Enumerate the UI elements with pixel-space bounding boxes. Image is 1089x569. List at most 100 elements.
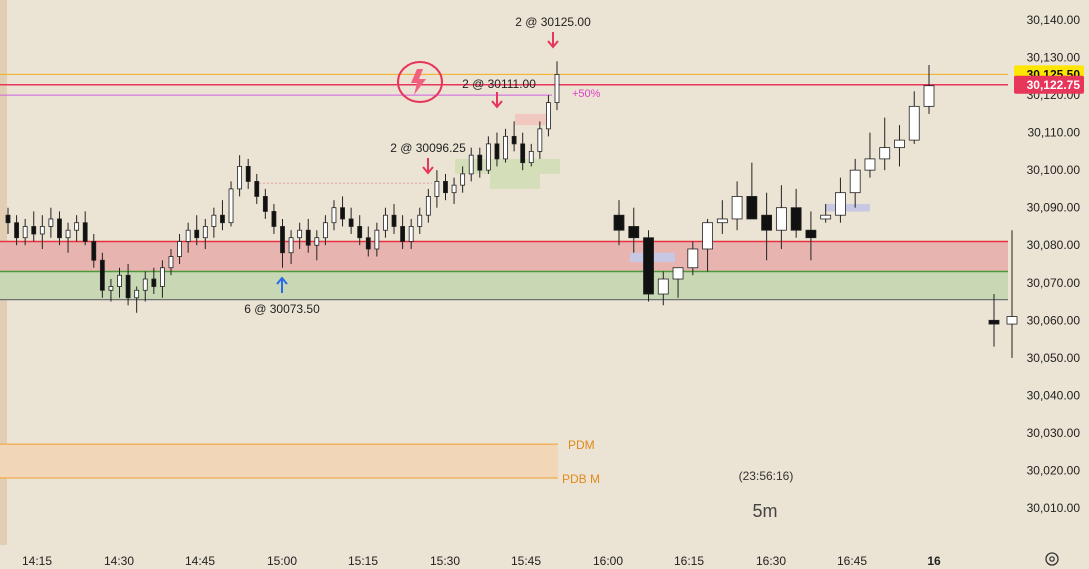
price-tick-label: 30,030.00 — [1027, 426, 1081, 440]
time-tick-label: 15:45 — [511, 554, 541, 568]
candle — [254, 173, 260, 204]
candle-body — [820, 214, 832, 220]
candle-body — [988, 319, 1000, 325]
time-tick-label: 16 — [927, 554, 941, 568]
candle — [554, 61, 560, 111]
candle-body — [314, 237, 320, 246]
candle-body — [511, 135, 517, 145]
candle-body — [142, 278, 148, 291]
candle-body — [168, 256, 174, 269]
candle-body — [117, 274, 122, 287]
candle — [468, 147, 474, 182]
candle — [185, 222, 191, 253]
candle — [39, 215, 45, 249]
candle-body — [262, 196, 268, 212]
price-tick-label: 30,080.00 — [1027, 238, 1081, 252]
candle — [546, 95, 551, 137]
candle — [228, 181, 234, 227]
candle — [91, 233, 97, 268]
candle-body — [125, 274, 131, 299]
candle — [746, 162, 758, 220]
candle-body — [160, 267, 165, 287]
price-tick-label: 30,140.00 — [1027, 13, 1081, 27]
price-tick-label: 30,010.00 — [1027, 501, 1081, 515]
time-tick-label: 16:00 — [593, 554, 623, 568]
candle — [357, 215, 363, 246]
time-tick-label: 16:45 — [837, 554, 867, 568]
candle — [142, 271, 148, 302]
green-zone — [0, 271, 1008, 300]
candle-body — [177, 241, 182, 257]
pdm-label: PDM — [568, 438, 595, 452]
lightning-icon[interactable] — [397, 61, 443, 103]
candle-body — [864, 158, 876, 171]
time-tick-label: 14:15 — [22, 554, 52, 568]
time-tick-label: 15:30 — [430, 554, 460, 568]
candle — [849, 158, 861, 208]
small-green-zone-2 — [490, 173, 540, 189]
candle-body — [228, 188, 234, 224]
candle-body — [731, 196, 743, 220]
candle-body — [628, 226, 640, 239]
candle — [31, 211, 37, 242]
time-tick-label: 15:15 — [348, 554, 378, 568]
price-tick-label: 30,110.00 — [1028, 126, 1081, 140]
candle — [790, 188, 802, 238]
candle-body — [643, 237, 654, 295]
time-axis[interactable]: 14:15 14:30 14:45 15:00 15:15 15:30 15:45 16:00… — [22, 554, 941, 568]
trade-annotation-label: 2 @ 30096.25 — [390, 141, 466, 155]
candle-body — [520, 143, 526, 164]
candle-body — [443, 181, 448, 194]
candle-body — [91, 241, 97, 261]
price-tick-label: 30,070.00 — [1027, 276, 1081, 290]
candle-body — [554, 74, 560, 103]
candle — [528, 143, 534, 167]
trade-annotation-label: 6 @ 30073.50 — [244, 302, 320, 316]
candle-body — [220, 214, 225, 224]
candle-body — [22, 226, 28, 239]
candle — [74, 215, 80, 242]
price-tick-label: 30,130.00 — [1027, 51, 1081, 65]
candle-body — [716, 218, 728, 224]
candle — [160, 260, 165, 298]
time-tick-label: 16:30 — [756, 554, 786, 568]
candle — [262, 188, 268, 219]
candle — [125, 264, 131, 306]
candle-body — [805, 229, 817, 239]
candle-body — [835, 192, 846, 216]
candle-body — [494, 143, 500, 160]
percent-label: +50% — [572, 88, 601, 100]
price-tick-label: 30,100.00 — [1027, 163, 1081, 177]
price-tick-label: 30,060.00 — [1027, 313, 1081, 327]
candle-body — [271, 211, 277, 227]
candle-body — [687, 248, 699, 269]
candle-body — [528, 150, 534, 164]
candle — [400, 215, 405, 249]
candle — [657, 271, 669, 306]
time-tick-label: 16:15 — [674, 554, 704, 568]
candle — [460, 166, 466, 193]
candle — [374, 222, 380, 257]
small-red-zone — [515, 113, 550, 126]
candle-body — [537, 128, 543, 152]
candle — [761, 192, 773, 261]
trade-annotation-label: 2 @ 30111.00 — [462, 77, 536, 91]
candle — [202, 218, 208, 249]
candle-body — [288, 237, 294, 254]
price-badge: 30,122.75 — [1014, 75, 1084, 94]
candle-body — [151, 278, 157, 287]
candle-body — [451, 184, 457, 194]
candle-body — [194, 229, 200, 239]
candle — [383, 207, 388, 238]
candle — [211, 207, 217, 238]
candle — [134, 286, 140, 313]
candle — [908, 91, 920, 144]
settings-gear-icon[interactable] — [1045, 552, 1059, 566]
candle-body — [365, 237, 371, 250]
candle — [485, 136, 491, 174]
candle-body — [348, 218, 354, 227]
candle — [477, 147, 483, 178]
candle-body — [849, 169, 861, 194]
candle-body — [657, 278, 669, 295]
